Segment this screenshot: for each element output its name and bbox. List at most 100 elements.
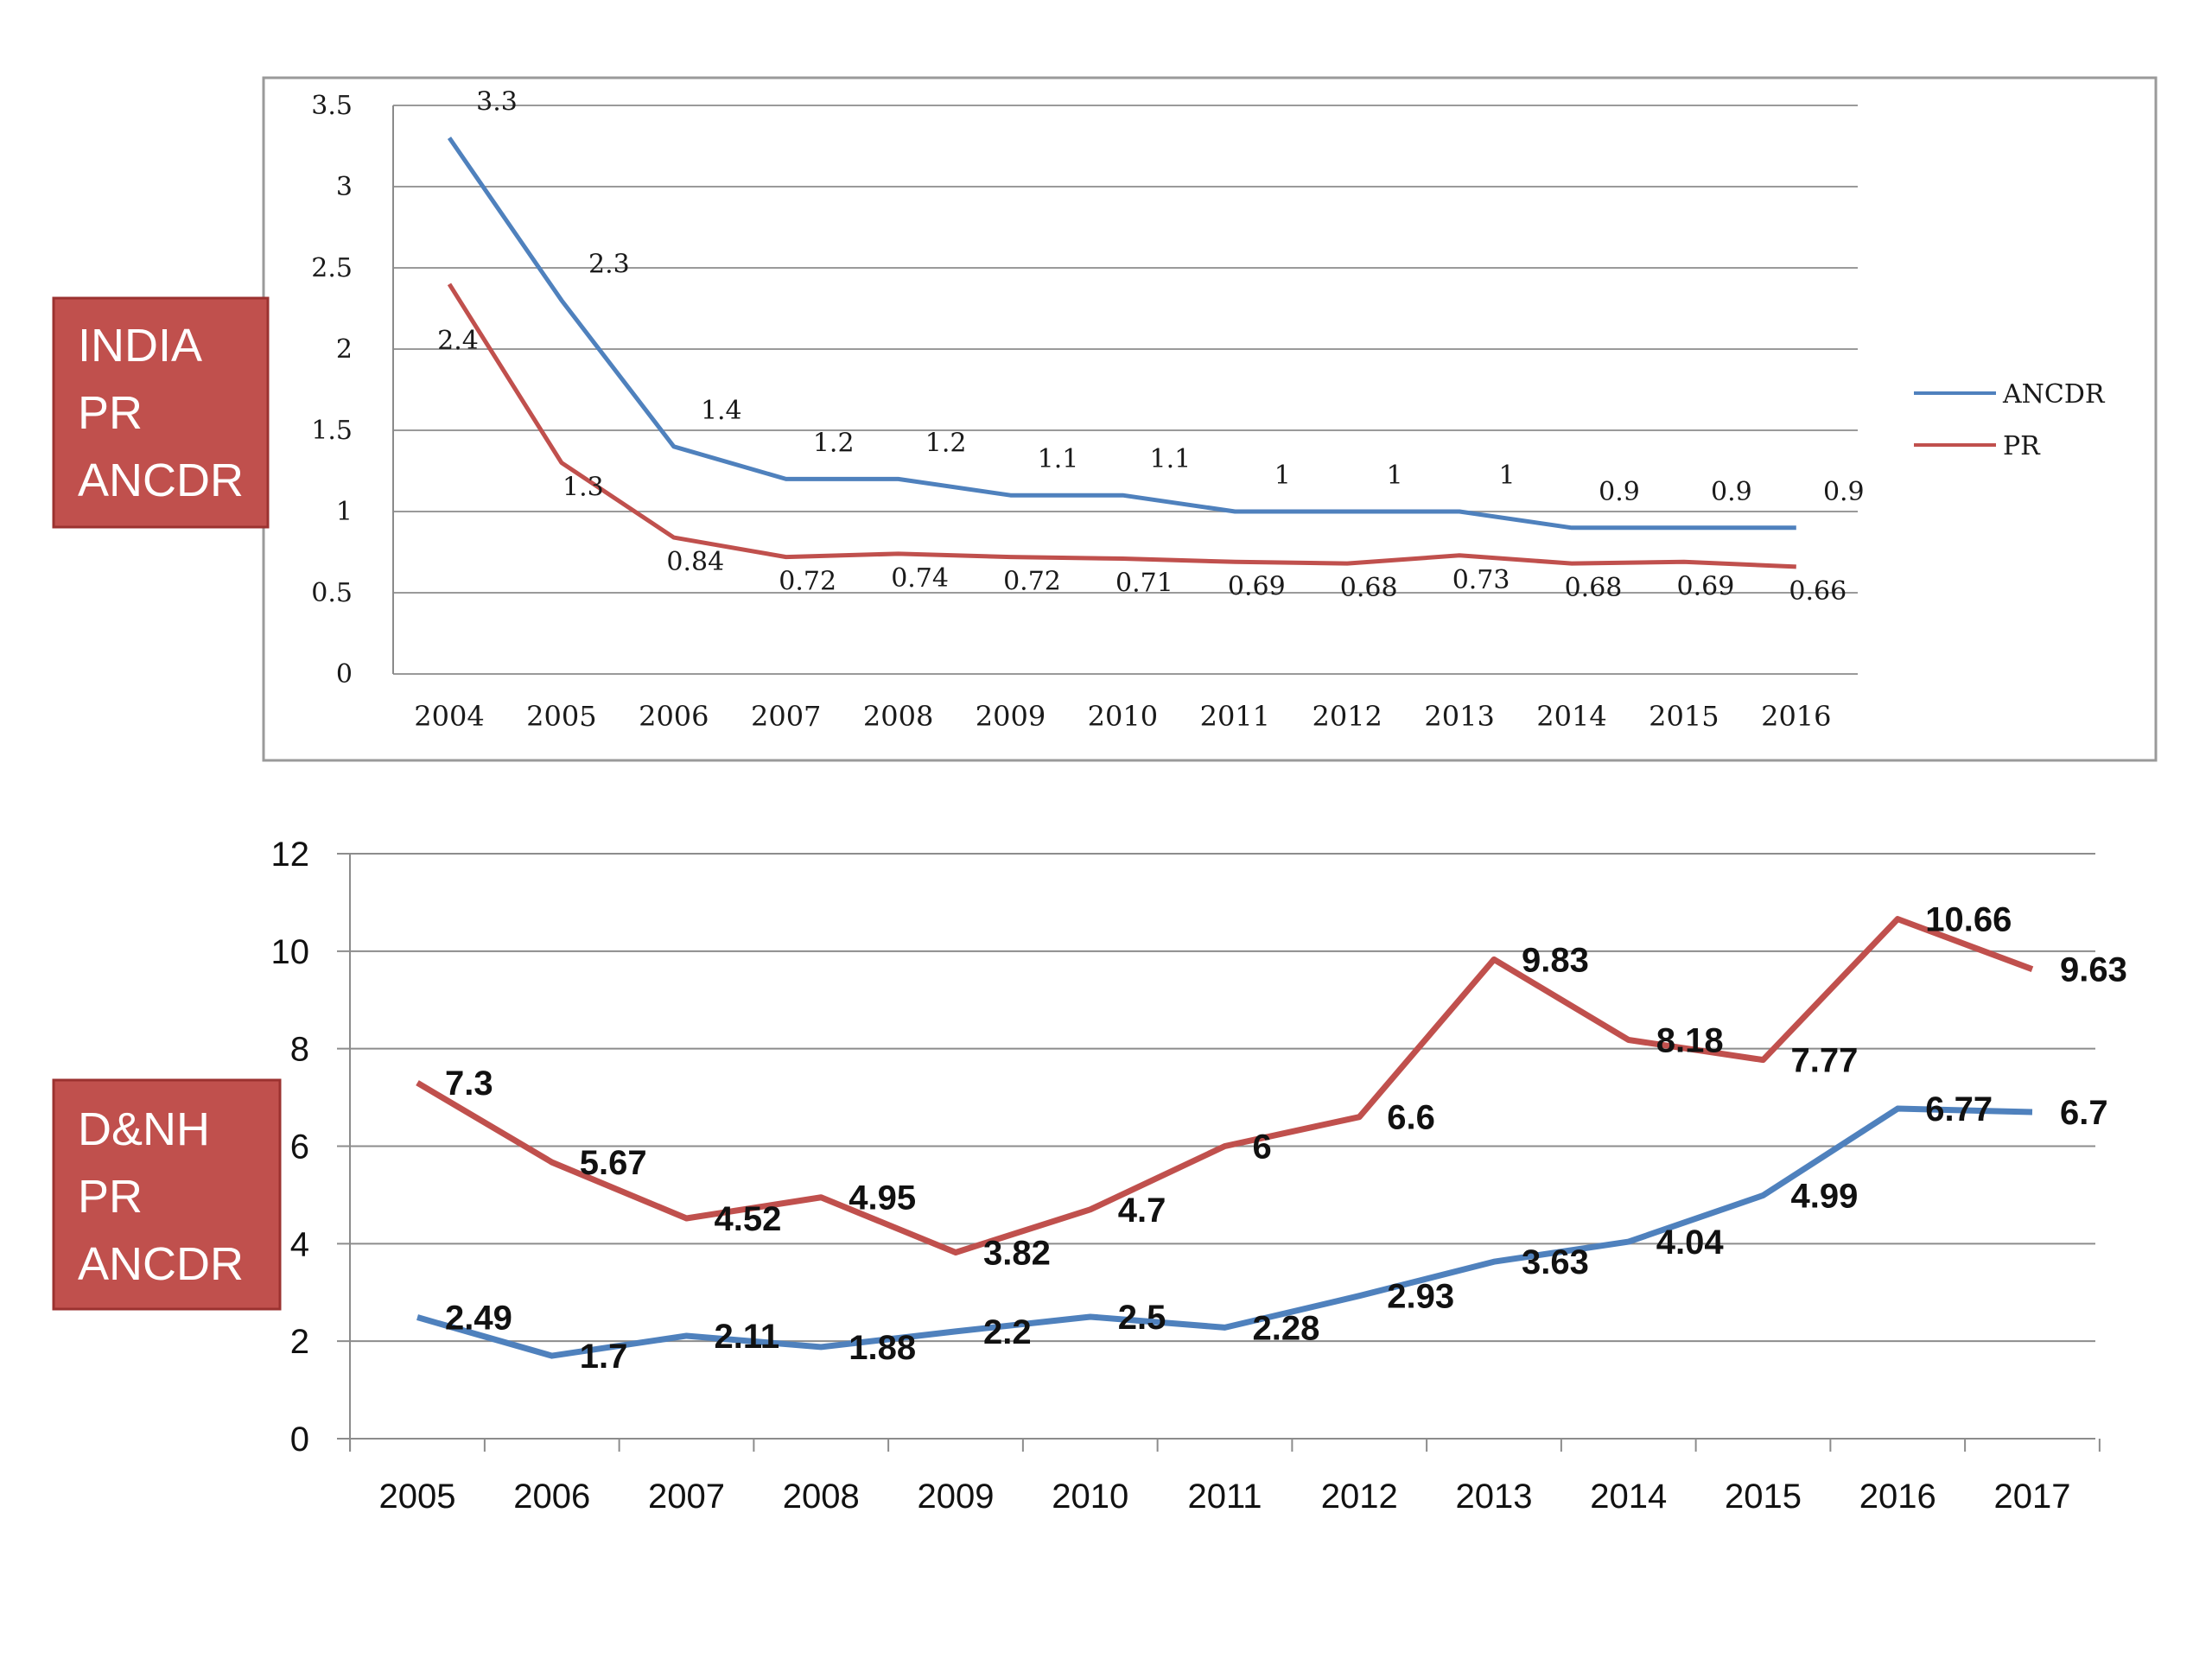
- india-tag-line: PR: [78, 387, 143, 439]
- y-tick-label: 12: [271, 836, 310, 874]
- x-tick-label: 2008: [863, 700, 933, 733]
- x-tick-label: 2011: [1187, 1478, 1262, 1516]
- x-tick-label: 2005: [379, 1478, 456, 1516]
- data-label: 1: [1274, 461, 1291, 491]
- data-label: 3.82: [983, 1234, 1051, 1272]
- ancdr-series-line: [416, 1105, 2033, 1359]
- dnh-tag-line: ANCDR: [78, 1238, 244, 1290]
- india-tag-line: ANCDR: [78, 454, 244, 506]
- x-tick-label: 2014: [1590, 1478, 1667, 1516]
- y-tick-label: 0: [290, 1421, 309, 1459]
- data-label: 0.9: [1599, 477, 1640, 507]
- data-label: 4.99: [1791, 1177, 1859, 1215]
- x-tick-label: 2007: [648, 1478, 725, 1516]
- x-tick-label: 2012: [1321, 1478, 1398, 1516]
- x-tick-label: 2007: [751, 700, 821, 733]
- data-label: 10.66: [1925, 901, 2012, 939]
- data-label: 1.3: [563, 473, 604, 503]
- x-tick-label: 2009: [976, 700, 1046, 733]
- data-label: 4.7: [1118, 1192, 1166, 1230]
- data-label: 0.84: [666, 547, 724, 577]
- y-tick-label: 3.5: [311, 91, 353, 121]
- data-label: 2.5: [1118, 1299, 1166, 1337]
- data-label: 3.63: [1522, 1243, 1589, 1281]
- data-label: 5.67: [580, 1144, 647, 1182]
- data-label: 1.1: [1150, 444, 1192, 474]
- y-tick-label: 0.5: [311, 578, 353, 608]
- x-tick-label: 2016: [1761, 700, 1831, 733]
- y-tick-label: 2: [290, 1323, 309, 1361]
- data-label: 6: [1253, 1128, 1272, 1166]
- x-tick-label: 2004: [414, 700, 484, 733]
- data-label: 1.7: [580, 1338, 628, 1376]
- data-label: 0.9: [1823, 477, 1865, 507]
- x-tick-label: 2010: [1052, 1478, 1128, 1516]
- y-tick-label: 2: [336, 334, 353, 365]
- y-tick-label: 6: [290, 1128, 309, 1166]
- india-tag-line: INDIA: [78, 320, 202, 372]
- data-label: 8.18: [1656, 1022, 1724, 1060]
- pr-series-line: [416, 916, 2034, 1255]
- data-label: 0.68: [1340, 573, 1398, 603]
- data-label: 6.6: [1387, 1099, 1435, 1137]
- data-label: 1.1: [1038, 444, 1079, 474]
- data-label: 9.63: [2060, 951, 2127, 989]
- y-tick-label: 4: [290, 1225, 309, 1263]
- x-tick-label: 2011: [1200, 700, 1270, 733]
- x-tick-label: 2016: [1859, 1478, 1936, 1516]
- data-label: 0.72: [779, 567, 836, 597]
- legend-label: PR: [2003, 431, 2041, 461]
- y-tick-label: 1.5: [311, 416, 353, 446]
- x-tick-label: 2012: [1312, 700, 1382, 733]
- x-tick-label: 2017: [1994, 1478, 2071, 1516]
- dnh-tag-box: [52, 1078, 282, 1311]
- data-label: 7.77: [1791, 1042, 1859, 1080]
- data-label: 0.74: [891, 563, 949, 594]
- data-label: 0.68: [1565, 573, 1623, 603]
- data-label: 6.77: [1925, 1090, 1993, 1128]
- y-tick-label: 10: [271, 933, 310, 971]
- data-label: 0.9: [1711, 477, 1752, 507]
- x-tick-label: 2005: [526, 700, 596, 733]
- x-tick-label: 2010: [1088, 700, 1158, 733]
- x-tick-label: 2008: [783, 1478, 860, 1516]
- dnh-tag-line: PR: [78, 1171, 143, 1223]
- pr-series-line: [447, 283, 1796, 569]
- data-label: 7.3: [445, 1065, 493, 1103]
- x-tick-label: 2013: [1424, 700, 1494, 733]
- india-tag-box: [52, 296, 270, 529]
- dnh-tag: D&NH PR ANCDR: [52, 1078, 282, 1311]
- data-label: 3.3: [476, 87, 518, 118]
- y-tick-label: 0: [336, 659, 353, 690]
- data-label: 4.95: [849, 1179, 916, 1217]
- x-tick-label: 2015: [1725, 1478, 1802, 1516]
- data-label: 1.2: [925, 428, 967, 458]
- x-tick-label: 2014: [1536, 700, 1606, 733]
- data-label: 2.28: [1253, 1309, 1320, 1347]
- dnh-tag-line: D&NH: [78, 1103, 210, 1155]
- legend-label: ANCDR: [2002, 379, 2106, 410]
- data-label: 6.7: [2060, 1094, 2108, 1132]
- x-tick-label: 2015: [1649, 700, 1719, 733]
- y-tick-label: 8: [290, 1031, 309, 1069]
- x-tick-label: 2006: [513, 1478, 590, 1516]
- x-tick-label: 2013: [1456, 1478, 1533, 1516]
- y-tick-label: 2.5: [311, 253, 353, 283]
- data-label: 9.83: [1522, 941, 1589, 979]
- data-label: 2.2: [983, 1313, 1032, 1351]
- india-chart: 0 0.5 1 1.5 2 2.5 3 3.5 2004 2005 2006 2007 2008 2009…: [311, 87, 2106, 733]
- data-label: 1.88: [849, 1329, 916, 1367]
- data-label: 2.93: [1387, 1278, 1454, 1316]
- y-tick-label: 3: [336, 172, 353, 202]
- data-label: 4.04: [1656, 1224, 1725, 1262]
- x-tick-label: 2009: [918, 1478, 995, 1516]
- data-label: 1.4: [701, 396, 742, 426]
- india-tag: INDIA PR ANCDR: [52, 296, 270, 529]
- data-label: 4.52: [715, 1200, 782, 1238]
- data-label: 2.4: [437, 326, 479, 356]
- data-label: 0.69: [1228, 571, 1286, 601]
- y-tick-label: 1: [336, 497, 353, 527]
- data-label: 0.73: [1452, 565, 1510, 595]
- data-label: 0.71: [1116, 569, 1173, 599]
